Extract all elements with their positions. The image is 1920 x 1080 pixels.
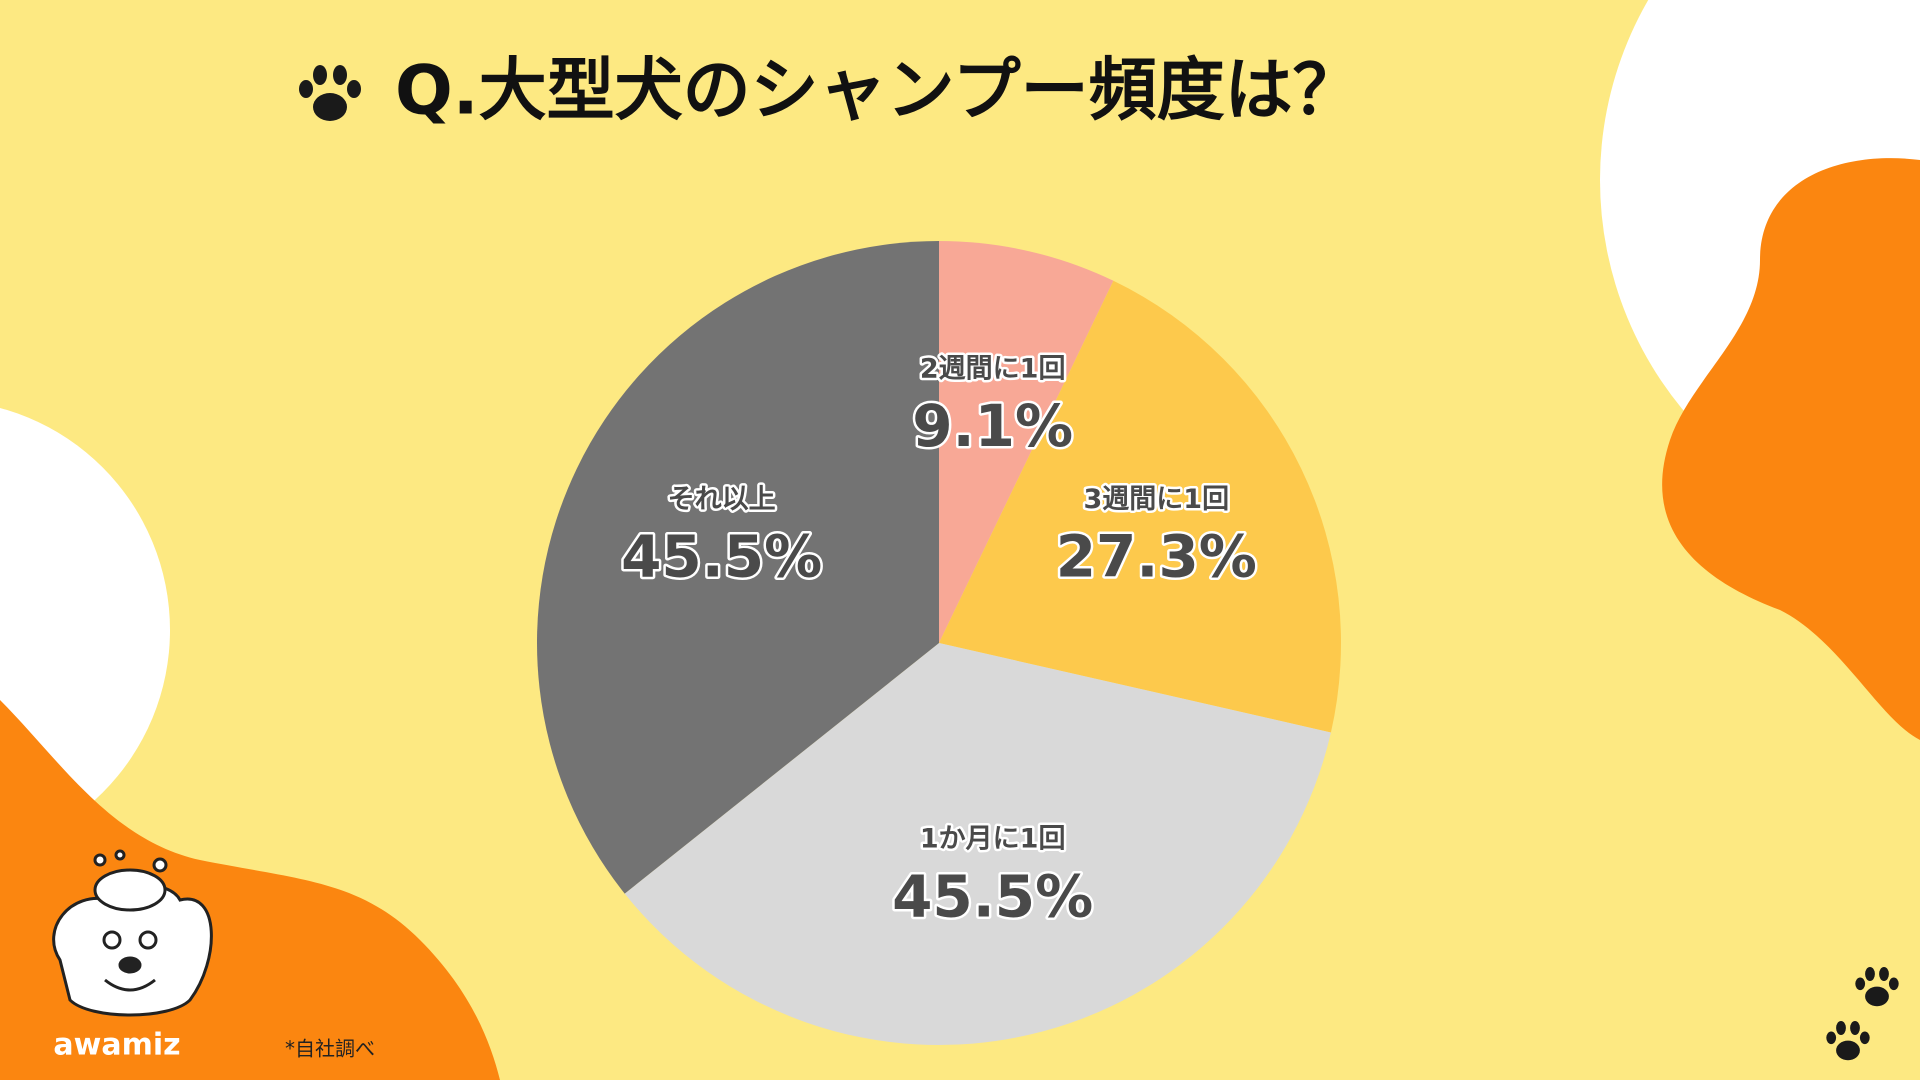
slice-label: 3週間に1回 <box>1084 484 1230 515</box>
value-label: 45.5% <box>621 522 822 590</box>
paw-icon <box>299 65 361 121</box>
decor-circle <box>0 407 170 853</box>
slice-label: 2週間に1回 <box>920 353 1066 384</box>
decor-blob <box>1662 158 1920 740</box>
brand: awamiz <box>53 1028 180 1063</box>
chart-title: Q.大型犬のシャンプー頻度は？ <box>395 52 1361 131</box>
pie-slice <box>939 280 1341 733</box>
value-label: 9.1% <box>912 392 1073 460</box>
pie-slice <box>939 241 1114 643</box>
paw-icon <box>1855 967 1899 1007</box>
dog-logo <box>52 849 213 1017</box>
pie-slice <box>624 643 1331 1045</box>
slice-label: 1か月に1回 <box>920 824 1066 855</box>
slice-label: それ以上 <box>668 484 776 515</box>
source-note: *自社調べ <box>285 1037 375 1061</box>
pie-slice <box>537 240 939 894</box>
paw-icon <box>1826 1021 1870 1061</box>
value-label: 45.5% <box>892 862 1093 930</box>
value-label: 27.3% <box>1056 522 1257 590</box>
